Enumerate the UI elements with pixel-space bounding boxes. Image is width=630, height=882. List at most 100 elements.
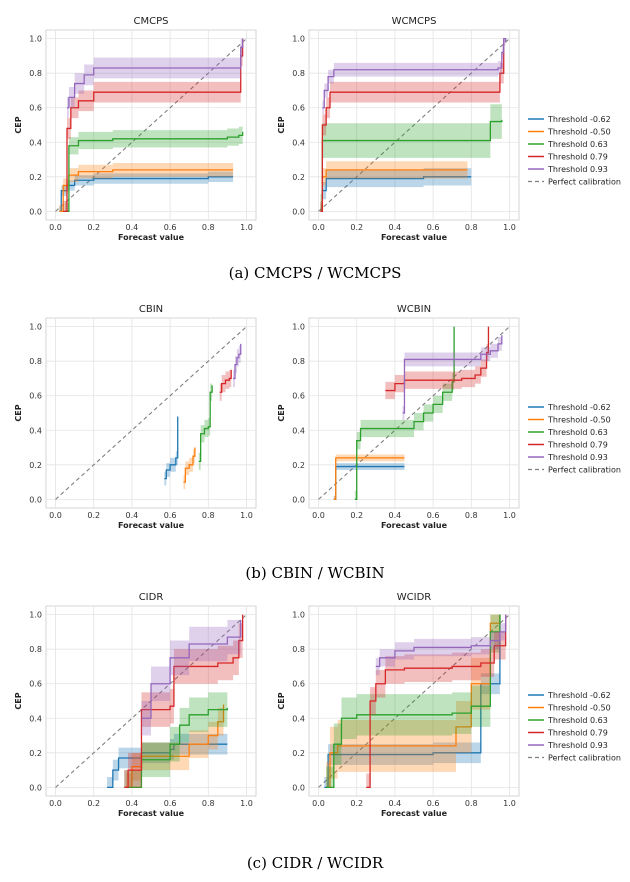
series-line-t093 bbox=[322, 37, 507, 109]
perfect-calibration-line bbox=[55, 38, 247, 212]
x-axis-label: Forecast value bbox=[118, 521, 185, 530]
x-tick-label: 0.4 bbox=[126, 223, 139, 232]
y-tick-label: 0.6 bbox=[29, 392, 42, 401]
series-line-t063 bbox=[354, 326, 455, 501]
legend-label-t093: Threshold 0.93 bbox=[547, 453, 608, 462]
x-tick-label: 0.8 bbox=[202, 511, 215, 520]
x-tick-label: 0.4 bbox=[389, 223, 402, 232]
x-tick-label: 0.8 bbox=[465, 223, 478, 232]
y-axis-label: CEP bbox=[14, 404, 23, 421]
band-t093 bbox=[141, 614, 241, 736]
legend-label-t062: Threshold -0.62 bbox=[547, 691, 611, 700]
series-line-t093 bbox=[67, 38, 244, 109]
x-tick-label: 0.8 bbox=[202, 223, 215, 232]
chart-title: CIDR bbox=[139, 592, 164, 603]
y-tick-label: 0.2 bbox=[29, 749, 42, 758]
y-tick-label: 0.2 bbox=[292, 173, 305, 182]
chart-panel-wcmcps: 0.0 0.0 0.2 0.2 0.4 0.4 0.6 0.6 0.8 0.8 1.0 1.0 WCMC… bbox=[277, 16, 520, 242]
legend-label-t050: Threshold -0.50 bbox=[547, 416, 611, 425]
y-tick-label: 0.4 bbox=[29, 138, 42, 147]
band-t062 bbox=[59, 171, 234, 212]
band-t063 bbox=[354, 326, 455, 500]
series-line-t093 bbox=[233, 343, 242, 380]
x-tick-label: 1.0 bbox=[503, 799, 516, 808]
band-t079 bbox=[366, 614, 506, 788]
y-axis-label: CEP bbox=[277, 116, 286, 133]
y-tick-label: 0.0 bbox=[29, 783, 42, 792]
series-line-t050 bbox=[126, 704, 225, 789]
y-tick-label: 0.8 bbox=[29, 69, 42, 78]
x-tick-label: 1.0 bbox=[240, 223, 253, 232]
x-tick-label: 0.2 bbox=[350, 799, 363, 808]
band-t050 bbox=[333, 454, 405, 500]
perfect-calibration-line bbox=[318, 326, 510, 500]
figure-caption-1: (a) CMCPS / WCMCPS bbox=[229, 264, 402, 282]
x-tick-label: 0.0 bbox=[49, 511, 62, 520]
x-tick-label: 1.0 bbox=[503, 511, 516, 520]
x-tick-label: 0.6 bbox=[164, 799, 177, 808]
legend-label-t093: Threshold 0.93 bbox=[547, 165, 608, 174]
y-tick-label: 1.0 bbox=[292, 323, 305, 332]
y-axis-label: CEP bbox=[277, 404, 286, 421]
y-tick-label: 0.8 bbox=[29, 357, 42, 366]
series-line-t079 bbox=[366, 614, 507, 789]
x-tick-label: 1.0 bbox=[240, 799, 253, 808]
x-tick-label: 0.8 bbox=[465, 511, 478, 520]
y-tick-label: 0.6 bbox=[292, 392, 305, 401]
y-tick-label: 0.2 bbox=[292, 461, 305, 470]
x-tick-label: 0.0 bbox=[49, 799, 62, 808]
series-line-t079 bbox=[320, 40, 505, 213]
series-line-t093 bbox=[402, 335, 503, 414]
y-tick-label: 1.0 bbox=[292, 611, 305, 620]
y-tick-label: 0.6 bbox=[292, 104, 305, 113]
chart-panel-cmcps: 0.0 0.0 0.2 0.2 0.4 0.4 0.6 0.6 0.8 0.8 1.0 1.0 CMCP… bbox=[14, 16, 257, 242]
y-tick-label: 1.0 bbox=[292, 35, 305, 44]
y-tick-label: 0.0 bbox=[29, 495, 42, 504]
band-t050 bbox=[59, 163, 234, 212]
legend-label-t063: Threshold 0.63 bbox=[547, 140, 608, 149]
legend-label-perfect: Perfect calibration bbox=[548, 754, 621, 763]
band-t079 bbox=[385, 326, 489, 400]
legend-label-t063: Threshold 0.63 bbox=[547, 428, 608, 437]
y-tick-label: 0.6 bbox=[29, 680, 42, 689]
chart-title: CMCPS bbox=[134, 16, 169, 27]
x-axis-label: Forecast value bbox=[381, 809, 448, 818]
y-tick-label: 0.4 bbox=[292, 138, 305, 147]
chart-title: CBIN bbox=[139, 304, 163, 315]
y-tick-label: 0.0 bbox=[292, 783, 305, 792]
perfect-calibration-line bbox=[318, 614, 510, 788]
series-line-t062 bbox=[164, 416, 179, 480]
legend-label-t062: Threshold -0.62 bbox=[547, 403, 611, 412]
x-tick-label: 0.0 bbox=[312, 511, 325, 520]
legend-label-t079: Threshold 0.79 bbox=[547, 729, 608, 738]
x-tick-label: 1.0 bbox=[503, 223, 516, 232]
legend-row-3: Threshold -0.62 Threshold -0.50 Threshold … bbox=[528, 691, 621, 763]
chart-panel-cbin: 0.0 0.0 0.2 0.2 0.4 0.4 0.6 0.6 0.8 0.8 1.0 1.0 CBIN… bbox=[14, 304, 257, 530]
figure-caption-3: (c) CIDR / WCIDR bbox=[247, 854, 384, 872]
x-tick-label: 0.2 bbox=[87, 223, 100, 232]
y-tick-label: 0.6 bbox=[292, 680, 305, 689]
series-line-t063 bbox=[326, 614, 501, 789]
y-tick-label: 0.6 bbox=[29, 104, 42, 113]
y-tick-label: 0.8 bbox=[292, 645, 305, 654]
band-t063 bbox=[326, 614, 500, 788]
y-tick-label: 0.2 bbox=[29, 461, 42, 470]
y-tick-label: 0.2 bbox=[29, 173, 42, 182]
band-t093 bbox=[67, 38, 243, 119]
band-t062 bbox=[164, 409, 178, 486]
band-t093 bbox=[375, 614, 506, 676]
x-tick-label: 0.2 bbox=[350, 223, 363, 232]
perfect-calibration-line bbox=[318, 38, 510, 212]
band-t063 bbox=[198, 376, 213, 470]
band-t062 bbox=[107, 733, 228, 788]
series-line-t063 bbox=[65, 131, 244, 213]
x-tick-label: 0.0 bbox=[312, 223, 325, 232]
x-tick-label: 0.6 bbox=[427, 223, 440, 232]
x-tick-label: 0.2 bbox=[350, 511, 363, 520]
x-tick-label: 0.0 bbox=[312, 799, 325, 808]
y-axis-label: CEP bbox=[277, 692, 286, 709]
figure-caption-2: (b) CBIN / WCBIN bbox=[245, 564, 384, 582]
legend-label-perfect: Perfect calibration bbox=[548, 466, 621, 475]
series-line-t079 bbox=[124, 614, 244, 789]
series-line-t079 bbox=[385, 326, 490, 392]
